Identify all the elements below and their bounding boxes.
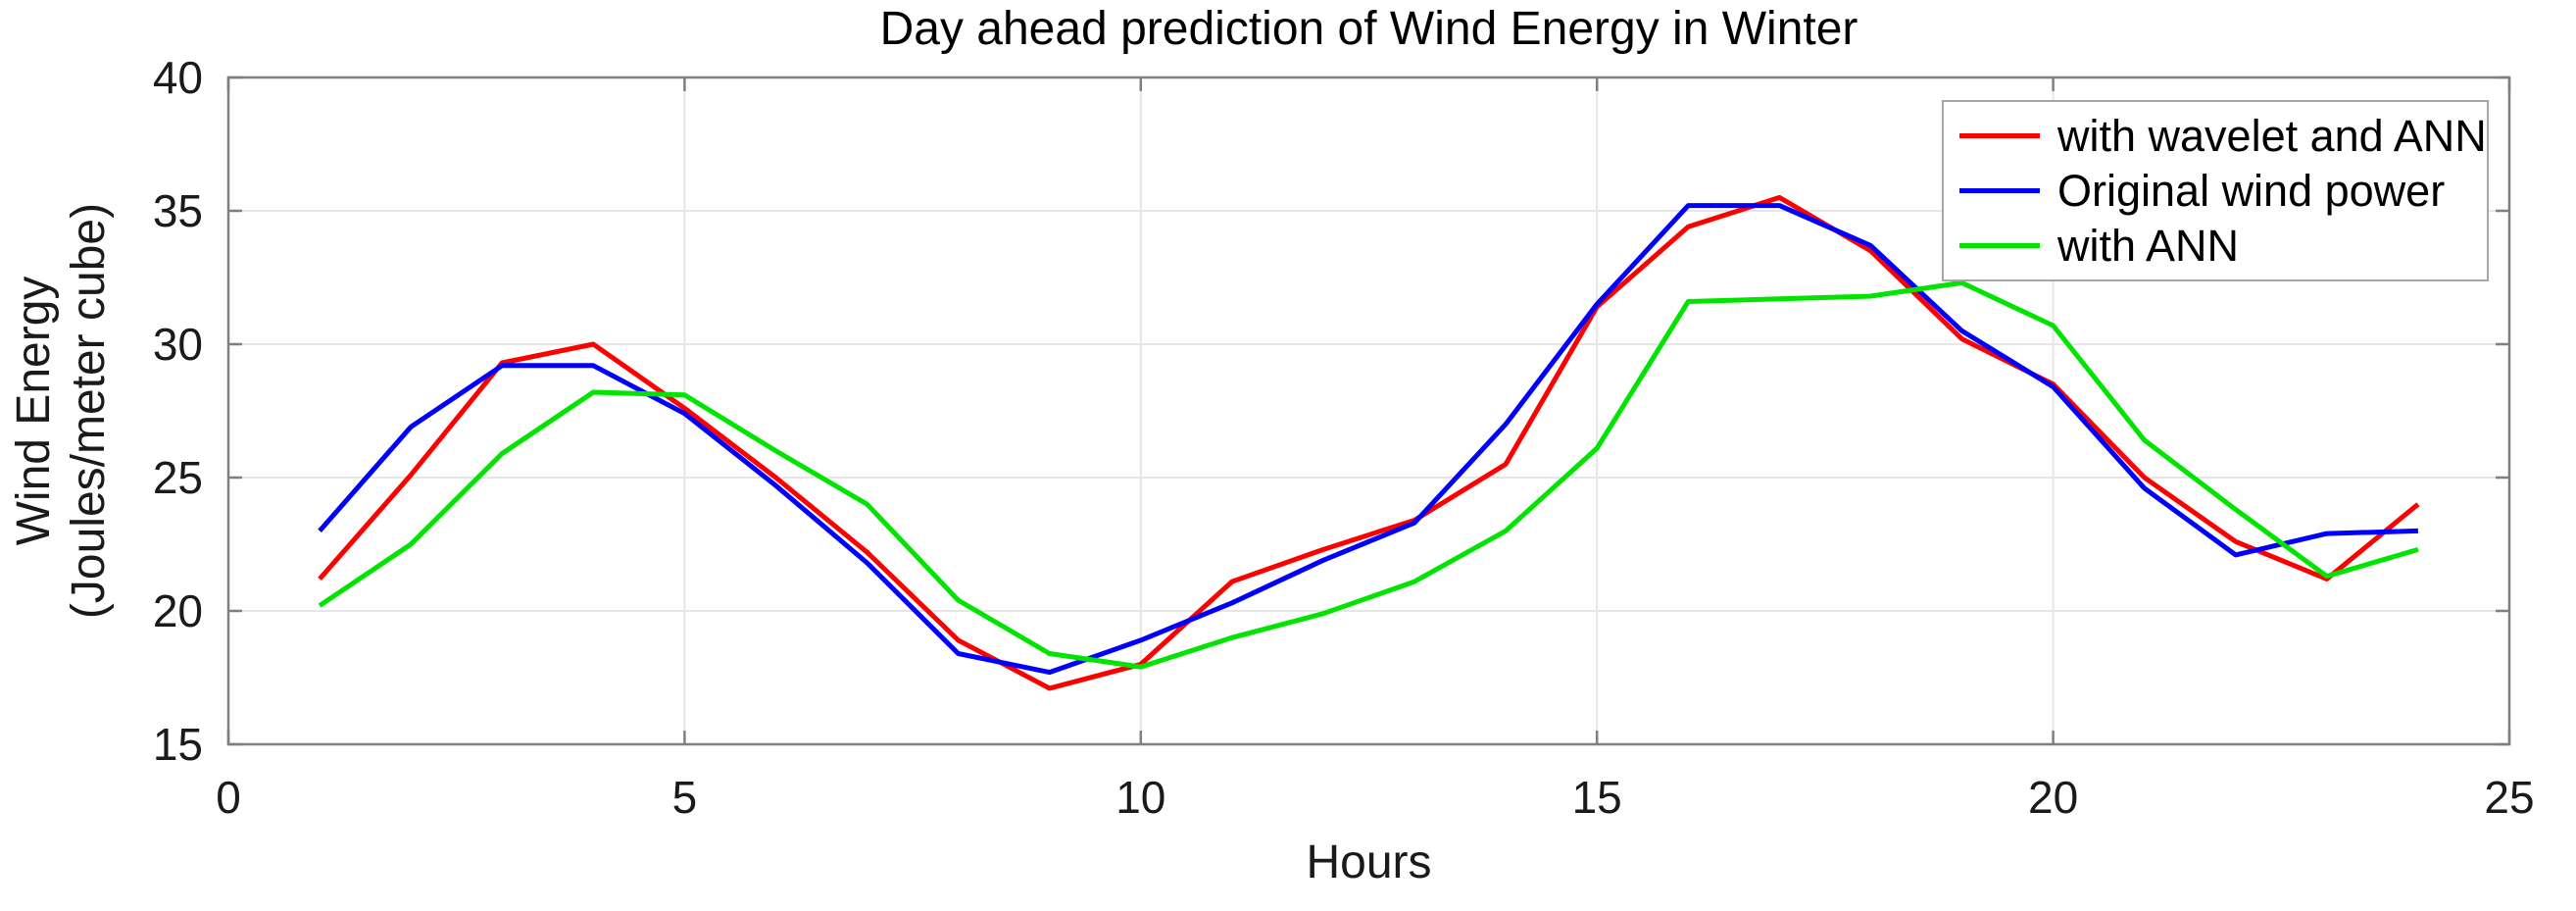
- chart-title: Day ahead prediction of Wind Energy in W…: [879, 3, 1858, 55]
- legend-label: with wavelet and ANN: [2057, 110, 2487, 161]
- y-tick-label: 15: [152, 719, 203, 770]
- legend-label: Original wind power: [2057, 165, 2446, 216]
- x-tick-label: 5: [671, 772, 698, 823]
- y-axis-label-text: Wind Energy (Joules/meter cube): [7, 19, 117, 803]
- axes-box: [226, 76, 2511, 746]
- legend-item: Original wind power: [1959, 169, 2487, 213]
- y-axis-label-line1: Wind Energy: [8, 276, 60, 546]
- y-tick-label: 40: [152, 52, 203, 103]
- x-tick-label: 10: [1115, 772, 1166, 823]
- y-tick-label: 20: [152, 585, 203, 636]
- x-tick-label: 25: [2484, 772, 2535, 823]
- legend-line-swatch-blue: [1959, 187, 2040, 193]
- x-tick-label: 20: [2028, 772, 2079, 823]
- legend-line-swatch-green: [1959, 243, 2040, 249]
- series-line-0: [318, 194, 2420, 691]
- x-axis-label: Hours: [1306, 836, 1432, 888]
- y-tick-label: 30: [152, 319, 203, 370]
- x-tick-label: 0: [216, 772, 241, 823]
- y-tick-label: 25: [152, 452, 203, 503]
- legend-line-swatch-red: [1959, 132, 2040, 138]
- series-line-2: [318, 279, 2419, 670]
- legend-item: with ANN: [1959, 224, 2487, 268]
- series-line-1: [318, 203, 2418, 676]
- y-tick-label: 35: [152, 185, 203, 236]
- legend-label: with ANN: [2057, 221, 2240, 272]
- legend-item: with wavelet and ANN: [1959, 114, 2487, 158]
- x-tick-label: 15: [1571, 772, 1622, 823]
- legend: with wavelet and ANN Original wind power…: [1942, 100, 2489, 281]
- y-axis-label-line2: (Joules/meter cube): [63, 202, 115, 620]
